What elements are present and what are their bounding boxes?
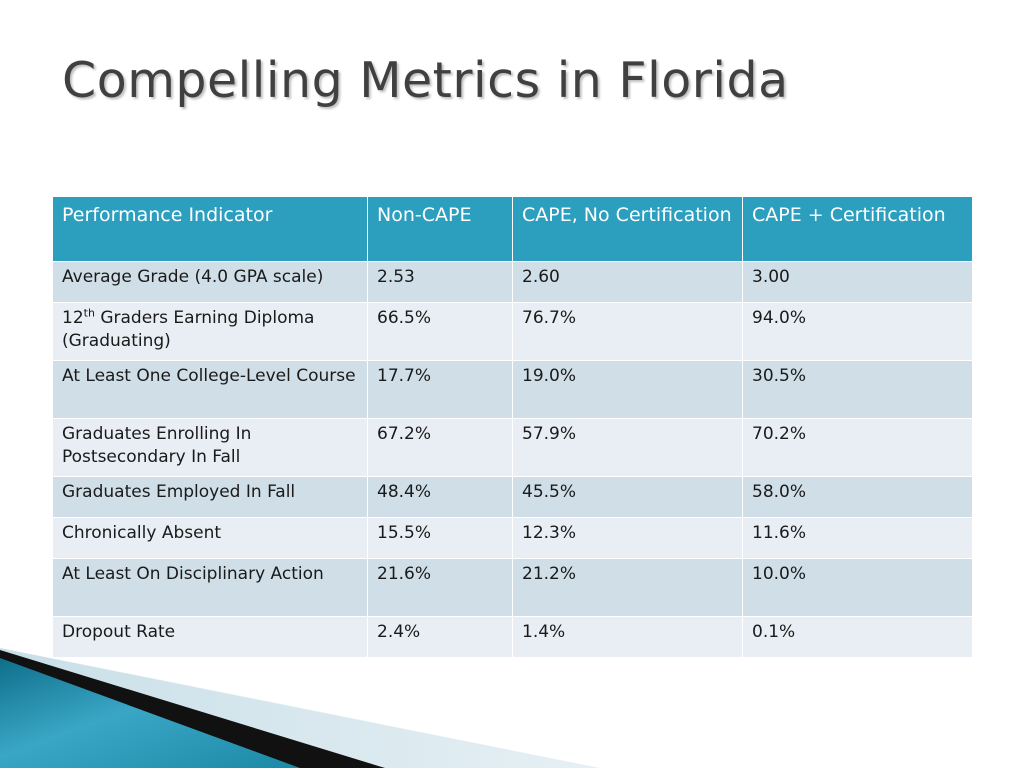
non-cape-cell: 21.6% (367, 558, 513, 617)
cape-cert-cell: 30.5% (742, 360, 973, 419)
cape-cert-cell: 0.1% (742, 616, 973, 658)
cape-no-cert-cell: 57.9% (512, 418, 743, 477)
non-cape-cell: 17.7% (367, 360, 513, 419)
non-cape-cell: 2.53 (367, 261, 513, 303)
table-row: Chronically Absent 15.5% 12.3% 11.6% (52, 517, 973, 559)
cape-no-cert-cell: 76.7% (512, 302, 743, 361)
table-row: At Least One College-Level Course 17.7% … (52, 360, 973, 419)
table-row: Graduates Enrolling In Postsecondary In … (52, 418, 973, 477)
cape-cert-cell: 11.6% (742, 517, 973, 559)
cape-no-cert-cell: 1.4% (512, 616, 743, 658)
table-row: Graduates Employed In Fall 48.4% 45.5% 5… (52, 476, 973, 518)
table-row: At Least On Disciplinary Action 21.6% 21… (52, 558, 973, 617)
indicator-text: Graders Earning Diploma (Graduating) (62, 308, 315, 351)
indicator-cell: Graduates Employed In Fall (52, 476, 368, 518)
indicator-cell: At Least One College-Level Course (52, 360, 368, 419)
table-row: Average Grade (4.0 GPA scale) 2.53 2.60 … (52, 261, 973, 303)
cape-no-cert-cell: 12.3% (512, 517, 743, 559)
indicator-cell: 12th Graders Earning Diploma (Graduating… (52, 302, 368, 361)
slide-title: Compelling Metrics in Florida (62, 52, 789, 109)
cape-no-cert-cell: 21.2% (512, 558, 743, 617)
teal-swoosh (0, 658, 300, 768)
indicator-cell: At Least On Disciplinary Action (52, 558, 368, 617)
table-row: 12th Graders Earning Diploma (Graduating… (52, 302, 973, 361)
dark-swoosh (0, 650, 385, 768)
cape-no-cert-cell: 45.5% (512, 476, 743, 518)
indicator-ordinal-suffix: th (83, 306, 95, 320)
cape-no-cert-cell: 2.60 (512, 261, 743, 303)
indicator-cell: Dropout Rate (52, 616, 368, 658)
non-cape-cell: 48.4% (367, 476, 513, 518)
cape-cert-cell: 58.0% (742, 476, 973, 518)
corner-swoosh-decoration (0, 648, 600, 768)
header-cape-no-certification: CAPE, No Certification (512, 196, 743, 262)
cape-cert-cell: 94.0% (742, 302, 973, 361)
metrics-table: Performance Indicator Non-CAPE CAPE, No … (52, 196, 973, 658)
cape-no-cert-cell: 19.0% (512, 360, 743, 419)
header-non-cape: Non-CAPE (367, 196, 513, 262)
header-performance-indicator: Performance Indicator (52, 196, 368, 262)
non-cape-cell: 66.5% (367, 302, 513, 361)
indicator-grade-number: 12 (62, 308, 84, 328)
table-row: Dropout Rate 2.4% 1.4% 0.1% (52, 616, 973, 658)
table-header-row: Performance Indicator Non-CAPE CAPE, No … (52, 196, 973, 262)
cape-cert-cell: 10.0% (742, 558, 973, 617)
non-cape-cell: 15.5% (367, 517, 513, 559)
cape-cert-cell: 70.2% (742, 418, 973, 477)
non-cape-cell: 67.2% (367, 418, 513, 477)
header-cape-certification: CAPE + Certification (742, 196, 973, 262)
indicator-cell: Graduates Enrolling In Postsecondary In … (52, 418, 368, 477)
indicator-cell: Average Grade (4.0 GPA scale) (52, 261, 368, 303)
indicator-cell: Chronically Absent (52, 517, 368, 559)
cape-cert-cell: 3.00 (742, 261, 973, 303)
